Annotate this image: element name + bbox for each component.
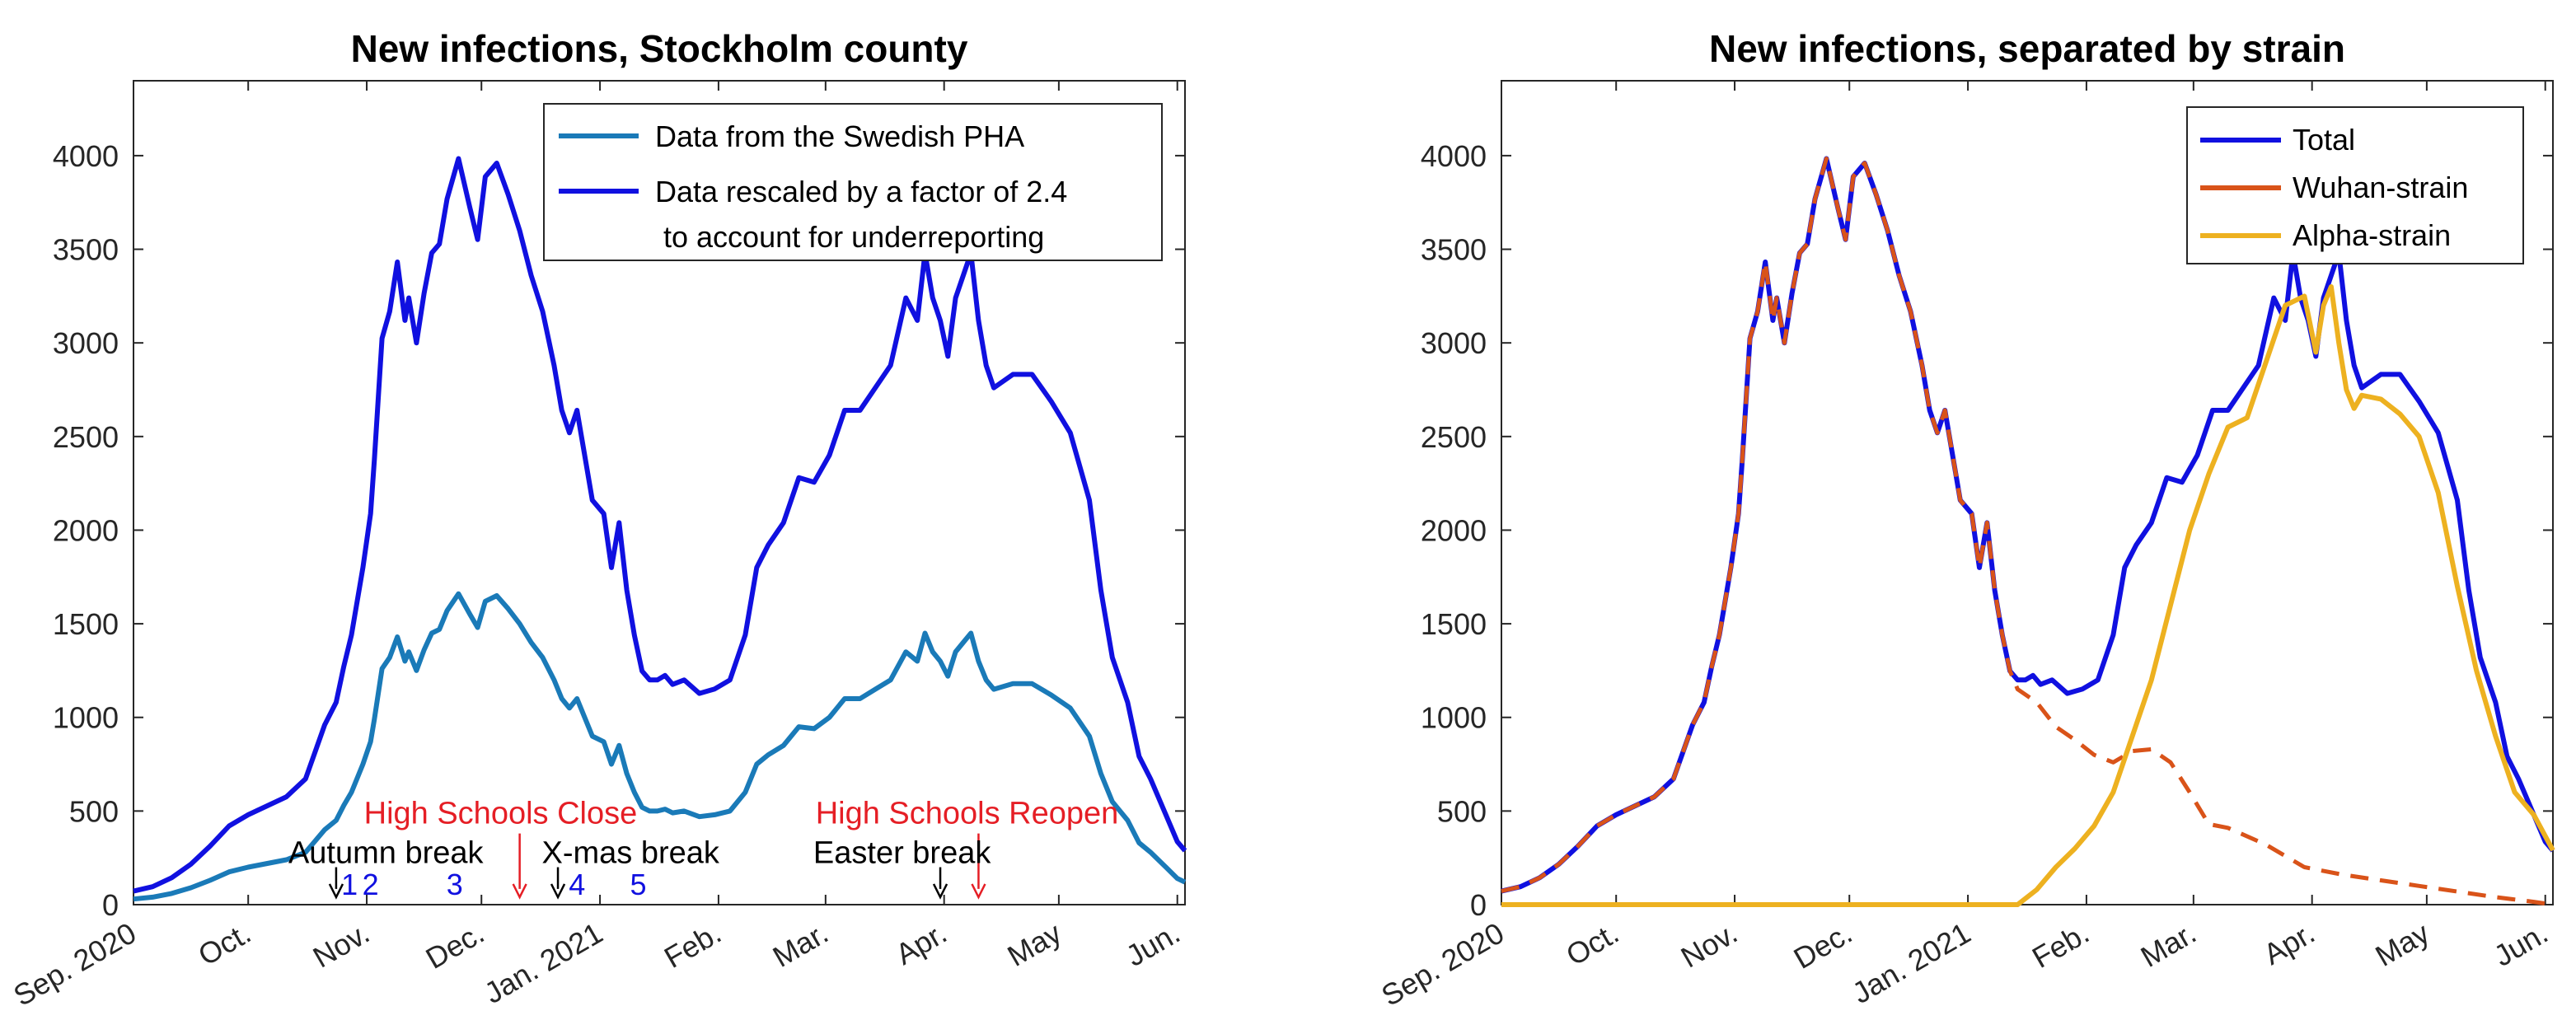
y-ticks-right: 0 500 1000 1500 2000 2500 3000 3500 4000	[1421, 139, 2553, 922]
y-tick-label: 3000	[53, 326, 119, 360]
arrow-head	[328, 883, 344, 900]
y-tick-label: 2500	[1421, 420, 1487, 454]
annotation-4: 4	[569, 868, 585, 901]
series-right	[1501, 156, 2555, 907]
annotation-autumn-break: Autumn break	[288, 835, 485, 870]
arrow-autumn-break	[328, 867, 344, 900]
legend-label-rescaled: Data rescaled by a factor of 2.4	[655, 175, 1067, 208]
annotation-high-schools-close: High Schools Close	[364, 797, 638, 831]
series-line-rescaled	[133, 156, 1187, 894]
annotation-2: 2	[363, 868, 379, 901]
chart-panel-right: New infections, separated by strain 0 500…	[1375, 27, 2555, 1013]
y-tick-label: 3500	[53, 233, 119, 267]
y-tick-label: 1500	[53, 607, 119, 641]
series-line-wuhan	[1501, 157, 2554, 907]
y-tick-label: 500	[1437, 794, 1487, 828]
annotation-3: 3	[447, 868, 463, 901]
series-line-swedish-pha	[133, 591, 1187, 902]
chart-panel-left: New infections, Stockholm county 0 500 100…	[7, 27, 1187, 1013]
y-tick-label: 3500	[1421, 233, 1487, 267]
y-tick-label: 2000	[1421, 513, 1487, 547]
y-tick-label: 4000	[53, 139, 119, 173]
y-ticks-left: 0 500 1000 1500 2000 2500 3000 3500 4000	[53, 139, 1185, 922]
legend-box-left	[543, 103, 1163, 261]
legend-left: Data from the Swedish PHA Data rescaled …	[543, 103, 1163, 261]
legend-label-rescaled-line2: to account for underreporting	[663, 220, 1044, 254]
annotation-high-schools-reopen: High Schools Reopen	[816, 797, 1119, 831]
y-tick-label: 1000	[1421, 701, 1487, 735]
annotation-arrows-left	[328, 833, 986, 900]
arrow-head	[512, 883, 527, 900]
arrow-schools-close	[512, 833, 527, 900]
chart-title-right: New infections, separated by strain	[1709, 27, 2345, 70]
arrow-head	[932, 883, 948, 900]
annotation-easter-break: Easter break	[813, 835, 991, 870]
y-tick-label: 1500	[1421, 607, 1487, 641]
arrow-xmas-break	[550, 867, 566, 900]
y-tick-label: 2500	[53, 420, 119, 454]
annotation-x-mas-break: X-mas break	[541, 835, 719, 870]
y-tick-label: 2000	[53, 513, 119, 547]
y-tick-label: 0	[1470, 888, 1487, 922]
series-left	[133, 156, 1187, 902]
y-tick-label: 0	[102, 888, 119, 922]
series-line-alpha	[1501, 284, 2555, 907]
arrow-head	[971, 883, 986, 900]
legend-label-wuhan: Wuhan-strain	[2293, 171, 2468, 204]
annotation-1: 1	[341, 868, 358, 901]
arrow-head	[550, 883, 566, 900]
y-tick-label: 3000	[1421, 326, 1487, 360]
y-tick-label: 1000	[53, 701, 119, 735]
legend-label-total: Total	[2293, 123, 2355, 157]
legend-label-swedish-pha: Data from the Swedish PHA	[655, 119, 1024, 153]
chart-title-left: New infections, Stockholm county	[351, 27, 968, 70]
arrow-schools-reopen	[971, 833, 986, 900]
annotation-5: 5	[630, 868, 646, 901]
y-tick-label: 500	[69, 794, 119, 828]
y-tick-label: 4000	[1421, 139, 1487, 173]
legend-right: Total Wuhan-strain Alpha-strain	[2186, 106, 2524, 264]
arrow-easter-break	[932, 867, 948, 900]
legend-label-alpha: Alpha-strain	[2293, 218, 2451, 252]
annotations-left: High Schools Close High Schools Reopen Aut…	[288, 797, 1118, 901]
